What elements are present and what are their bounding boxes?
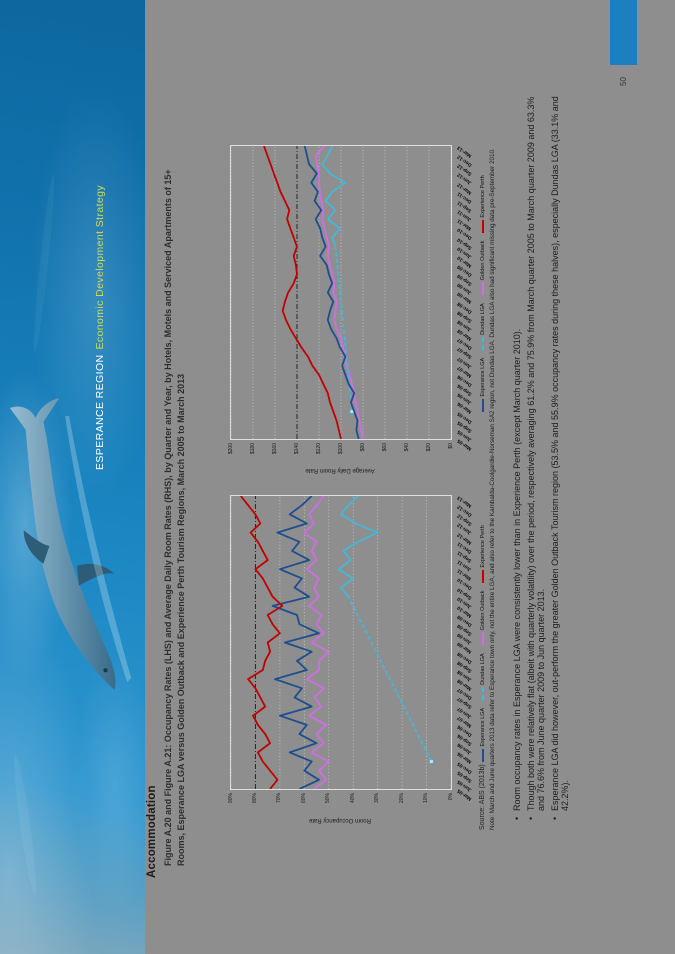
bullet-marker: • [550, 816, 561, 820]
dolphin-image [9, 398, 132, 690]
y-tick-label: 80% [251, 793, 258, 804]
y-tick-label: $80 [359, 443, 366, 452]
plot-area [230, 495, 452, 790]
figure-a20-occupancy-chart: Room Occupancy Rate Esperance LGA Dundas … [222, 479, 514, 824]
y-axis-title: Average Daily Room Rate [305, 467, 375, 473]
y-tick-label: 40% [349, 793, 356, 804]
y-tick-label: 50% [325, 793, 332, 804]
y-tick-label: 90% [227, 793, 234, 804]
source-line: Source: ABS (2013b) [479, 764, 486, 830]
y-axis-title: Room Occupancy Rate [308, 817, 372, 823]
header-banner: ESPERANCE REGION Economic Development Str… [0, 0, 145, 954]
y-tick-label: 70% [276, 793, 283, 804]
y-tick-label: $200 [227, 443, 234, 455]
bullet-text: Esperance LGA did however, out-perform t… [550, 96, 571, 811]
y-tick-label: 60% [300, 793, 307, 804]
y-tick-label: $100 [337, 443, 344, 455]
figure-a21-adr-chart: Average Daily Room Rate Esperance LGA Dun… [222, 129, 514, 474]
banner-region-label: ESPERANCE REGION [94, 354, 106, 470]
chart-canvas [231, 146, 451, 439]
y-tick-label: $40 [403, 443, 410, 452]
bullet-marker: • [526, 816, 537, 820]
y-tick-label: $180 [249, 443, 256, 455]
y-tick-label: $20 [425, 443, 432, 452]
figure-caption: Figure A.20 and Figure A.21: Occupancy R… [163, 169, 186, 866]
bullet-item: • Though both were relatively flat (albei… [526, 85, 547, 820]
water-streak [10, 753, 40, 895]
plot-area [230, 145, 452, 440]
banner-strategy-label: Economic Development Strategy [94, 184, 106, 350]
y-tick-label: $0 [447, 443, 454, 449]
y-tick-label: 0% [447, 793, 454, 801]
footer-accent-bar [610, 0, 637, 65]
section-heading: Accommodation [146, 785, 158, 878]
bullet-marker: • [512, 816, 522, 820]
bullet-list: • Room occupancy rates in Esperance LGA w… [512, 85, 575, 820]
bullet-item: • Esperance LGA did however, out-perform … [550, 85, 571, 820]
y-tick-label: $120 [315, 443, 322, 455]
water-streak [30, 174, 58, 354]
y-tick-label: 20% [398, 793, 405, 804]
chart-canvas [231, 496, 451, 789]
y-tick-label: $160 [271, 443, 278, 455]
y-tick-label: 10% [423, 793, 430, 804]
y-tick-label: $140 [293, 443, 300, 455]
banner-title: ESPERANCE REGION Economic Development Str… [94, 185, 106, 470]
bullet-text: Though both were relatively flat (albeit… [526, 96, 547, 811]
bullet-text: Room occupancy rates in Esperance LGA we… [512, 328, 522, 811]
note-line: Note: March and June quarters 2013 data … [489, 148, 496, 830]
y-tick-label: $60 [381, 443, 388, 452]
page-number: 50 [619, 77, 628, 86]
y-tick-label: 30% [374, 793, 381, 804]
bullet-item: • Room occupancy rates in Esperance LGA w… [512, 85, 523, 820]
